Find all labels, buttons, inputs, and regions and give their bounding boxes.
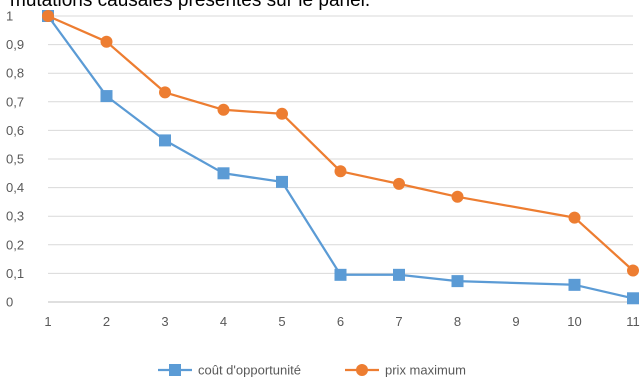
data-point-square — [159, 134, 171, 147]
data-point-square — [100, 90, 113, 103]
legend: coût d'opportunité prix maximum — [158, 363, 466, 378]
y-tick-label: 0,5 — [6, 152, 24, 167]
data-point-circle — [217, 103, 230, 116]
legend-marker-circle — [356, 364, 368, 376]
data-point-square — [568, 278, 581, 291]
data-point-circle — [100, 35, 113, 48]
series-line-1 — [47, 14, 634, 272]
x-tick-label: 9 — [512, 314, 519, 329]
data-point-circle — [276, 107, 288, 120]
data-point-circle — [393, 177, 405, 190]
y-tick-label: 0,9 — [6, 37, 24, 52]
data-point-circle — [334, 165, 347, 178]
data-point-circle — [451, 190, 464, 203]
x-tick-label: 7 — [395, 314, 402, 329]
x-tick-label: 3 — [161, 314, 168, 329]
y-tick-label: 0,2 — [6, 237, 24, 252]
series-line-0 — [47, 15, 634, 300]
y-tick-label: 0 — [6, 295, 13, 310]
chart-caption: mutations causales présentes sur le pane… — [10, 0, 371, 11]
data-point-circle — [42, 10, 54, 22]
y-tick-label: 1 — [6, 9, 13, 24]
grid-lines — [48, 15, 633, 274]
y-tick-label: 0,8 — [6, 66, 24, 81]
y-tick-label: 0,1 — [6, 266, 24, 281]
y-tick-label: 0,3 — [6, 209, 24, 224]
data-point-square — [627, 292, 639, 305]
legend-label-0: coût d'opportunité — [198, 363, 301, 378]
data-point-circle — [159, 86, 171, 99]
series-group — [42, 10, 639, 305]
data-point-square — [451, 275, 464, 288]
x-tick-label: 4 — [220, 314, 227, 329]
data-point-square — [334, 268, 347, 281]
legend-marker-square — [169, 364, 181, 376]
data-point-circle — [568, 211, 581, 224]
x-tick-label: 2 — [103, 314, 110, 329]
data-point-square — [276, 175, 288, 188]
y-tick-label: 0,4 — [6, 180, 24, 195]
legend-label-1: prix maximum — [385, 363, 466, 378]
y-tick-label: 0,6 — [6, 123, 24, 138]
tick-labels: 00,10,20,30,40,50,60,70,80,911 2 3 4 5 6 7 8 9 10… — [6, 9, 640, 330]
x-tick-label: 5 — [278, 314, 285, 329]
x-tick-label: 8 — [454, 314, 461, 329]
data-point-square — [393, 268, 405, 281]
x-tick-label: 11 — [626, 314, 640, 329]
y-tick-label: 0,7 — [6, 94, 24, 109]
x-tick-label: 10 — [567, 314, 581, 329]
data-point-square — [217, 167, 230, 180]
x-tick-label: 6 — [337, 314, 344, 329]
x-tick-label: 1 — [44, 314, 51, 329]
data-point-circle — [627, 264, 639, 277]
